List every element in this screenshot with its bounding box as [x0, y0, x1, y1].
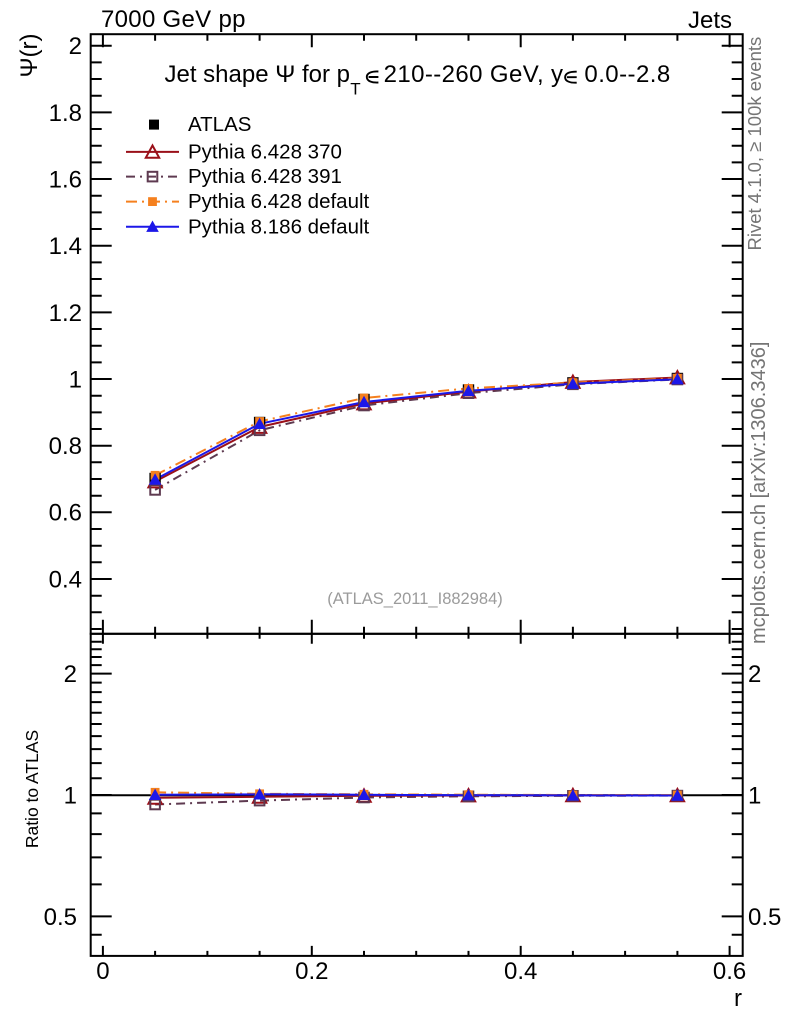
svg-text:1: 1: [69, 366, 82, 393]
svg-text:0.6: 0.6: [49, 500, 82, 527]
svg-text:2: 2: [64, 661, 77, 688]
svg-text:1: 1: [748, 782, 761, 809]
svg-text:1: 1: [64, 782, 77, 809]
svg-text:1.4: 1.4: [49, 233, 82, 260]
svg-text:0.4: 0.4: [49, 566, 82, 593]
svg-text:0.0--2.8: 0.0--2.8: [584, 61, 670, 88]
svg-text:1.6: 1.6: [49, 166, 82, 193]
svg-text:Pythia 6.428 391: Pythia 6.428 391: [188, 165, 342, 188]
svg-text:0.5: 0.5: [748, 904, 781, 931]
svg-text:0.2: 0.2: [295, 958, 328, 985]
svg-text:Pythia 8.186 default: Pythia 8.186 default: [188, 215, 370, 238]
svg-text:0.4: 0.4: [504, 958, 537, 985]
svg-text:1.8: 1.8: [49, 100, 82, 127]
svg-text:r: r: [734, 985, 742, 1012]
svg-text:Ratio to ATLAS: Ratio to ATLAS: [22, 730, 42, 848]
svg-text:210--260 GeV,: 210--260 GeV,: [384, 61, 544, 88]
svg-text:Rivet 4.1.0, ≥ 100k events: Rivet 4.1.0, ≥ 100k events: [744, 37, 765, 251]
svg-text:Jets: Jets: [688, 7, 732, 34]
svg-text:y: y: [551, 61, 563, 88]
svg-text:0: 0: [96, 958, 109, 985]
svg-text:Ψ(r): Ψ(r): [16, 33, 43, 77]
svg-text:Jet shape Ψ for p: Jet shape Ψ for p: [165, 61, 350, 88]
svg-text:2: 2: [69, 33, 82, 60]
svg-text:T: T: [350, 80, 360, 99]
svg-text:Pythia 6.428 370: Pythia 6.428 370: [188, 141, 342, 164]
svg-text:0.8: 0.8: [49, 433, 82, 460]
svg-text:1.2: 1.2: [49, 300, 82, 327]
svg-text:0.6: 0.6: [713, 958, 746, 985]
svg-text:Pythia 6.428 default: Pythia 6.428 default: [188, 190, 370, 213]
svg-text:7000 GeV pp: 7000 GeV pp: [101, 6, 246, 33]
svg-text:ATLAS: ATLAS: [188, 113, 251, 136]
svg-text:(ATLAS_2011_I882984): (ATLAS_2011_I882984): [327, 590, 503, 608]
svg-text:mcplots.cern.ch [arXiv:1306.34: mcplots.cern.ch [arXiv:1306.3436]: [748, 342, 770, 644]
svg-text:0.5: 0.5: [44, 904, 77, 931]
svg-text:2: 2: [748, 661, 761, 688]
